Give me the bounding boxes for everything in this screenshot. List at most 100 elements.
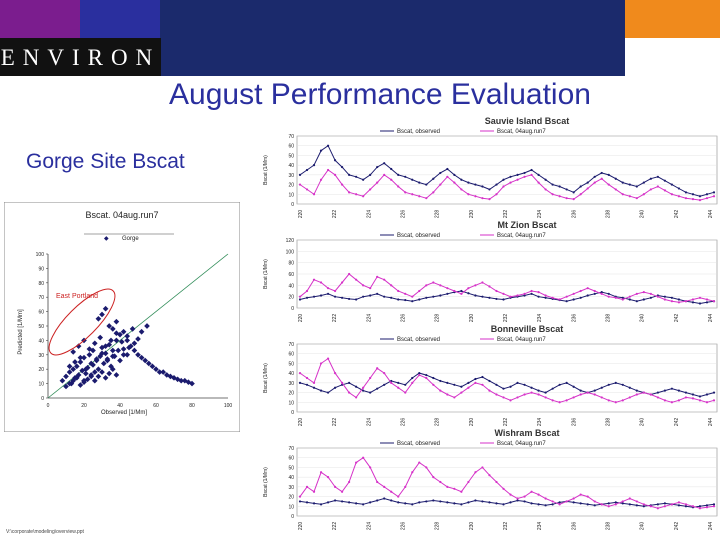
predicted-point — [509, 181, 512, 184]
ytick-label: 10 — [288, 400, 294, 406]
observed-point — [397, 381, 400, 384]
predicted-point — [502, 185, 505, 188]
predicted-point — [579, 493, 582, 496]
observed-point — [537, 389, 540, 392]
predicted-point — [684, 197, 688, 200]
xtick-label: 224 — [366, 418, 372, 427]
legend-observed-label: Bscat, observed — [397, 441, 440, 447]
scatter-point — [84, 376, 91, 383]
observed-point — [432, 177, 435, 180]
observed-point — [488, 296, 491, 299]
observed-point — [572, 298, 575, 301]
observed-point — [355, 298, 358, 301]
predicted-point — [509, 493, 512, 496]
predicted-point — [691, 505, 695, 508]
observed-line — [299, 497, 715, 508]
observed-point — [656, 175, 659, 178]
ytick-label: 50 — [288, 465, 294, 471]
observed-point — [565, 188, 568, 191]
scatter-point — [95, 315, 102, 322]
predicted-point — [614, 188, 617, 191]
ytick-label: 60 — [288, 456, 294, 462]
ytick-label: 0 — [291, 514, 294, 520]
scatter-ytick-label: 20 — [38, 367, 44, 373]
predicted-point — [411, 471, 414, 474]
scatter-point — [117, 331, 123, 338]
scatter-point — [88, 372, 95, 378]
predicted-point — [691, 397, 695, 400]
scatter-point — [156, 369, 163, 375]
scatter-point — [97, 334, 104, 341]
ytick-label: 70 — [288, 134, 294, 140]
observed-point — [544, 391, 547, 394]
observed-point — [600, 386, 603, 389]
observed-point — [383, 383, 386, 386]
observed-point — [348, 173, 351, 176]
xtick-label: 242 — [674, 314, 680, 323]
observed-point — [495, 183, 498, 186]
predicted-point — [460, 391, 463, 394]
predicted-point — [684, 396, 688, 399]
legend-observed-label: Bscat, observed — [397, 129, 440, 135]
predicted-point — [369, 376, 372, 380]
observed-point — [467, 181, 470, 184]
predicted-point — [544, 188, 547, 191]
ytick-label: 100 — [286, 249, 295, 255]
observed-point — [642, 505, 645, 508]
observed-point — [663, 502, 666, 505]
observed-point — [656, 391, 659, 394]
predicted-point — [523, 495, 526, 498]
observed-point — [341, 296, 344, 299]
observed-point — [411, 503, 414, 506]
observed-point — [572, 385, 575, 388]
predicted-point — [326, 357, 330, 360]
ytick-label: 70 — [288, 342, 294, 348]
observed-point — [663, 389, 666, 392]
predicted-point — [684, 503, 688, 506]
scatter-point — [86, 346, 93, 352]
predicted-point — [439, 480, 442, 484]
scatter-point — [113, 337, 120, 344]
predicted-point — [670, 401, 673, 404]
observed-point — [712, 191, 716, 194]
environ-logo: ENVIRON — [0, 45, 161, 70]
predicted-point — [628, 195, 631, 198]
scatter-point — [109, 347, 116, 354]
observed-point — [516, 173, 519, 176]
predicted-point — [369, 188, 372, 191]
predicted-point — [481, 466, 484, 469]
predicted-point — [502, 487, 505, 490]
xtick-label: 222 — [332, 210, 338, 219]
xtick-label: 240 — [640, 522, 646, 530]
xtick-label: 224 — [366, 210, 372, 219]
observed-point — [333, 159, 337, 162]
panel-ylabel: Bscat (1/Mm) — [263, 259, 269, 289]
predicted-point — [593, 393, 596, 396]
xtick-label: 220 — [298, 314, 304, 323]
predicted-point — [397, 289, 400, 293]
observed-point — [705, 504, 709, 507]
predicted-point — [656, 507, 659, 510]
observed-point — [607, 173, 610, 176]
observed-point — [404, 298, 407, 302]
predicted-point — [341, 281, 344, 284]
observed-point — [614, 177, 617, 180]
predicted-point — [691, 298, 695, 301]
predicted-point — [418, 461, 421, 464]
observed-point — [509, 175, 512, 178]
predicted-point — [649, 188, 652, 191]
xtick-label: 238 — [606, 210, 612, 219]
scatter-point — [129, 326, 136, 332]
predicted-point — [418, 195, 421, 198]
scatter-point — [66, 369, 73, 375]
predicted-point — [656, 396, 659, 399]
predicted-point — [355, 461, 358, 464]
predicted-point — [565, 500, 568, 503]
ytick-label: 60 — [288, 144, 294, 150]
observed-point — [663, 295, 666, 298]
scatter-point — [124, 351, 131, 358]
observed-point — [432, 376, 435, 380]
observed-point — [544, 296, 547, 299]
predicted-point — [404, 191, 407, 194]
predicted-point — [341, 490, 344, 493]
